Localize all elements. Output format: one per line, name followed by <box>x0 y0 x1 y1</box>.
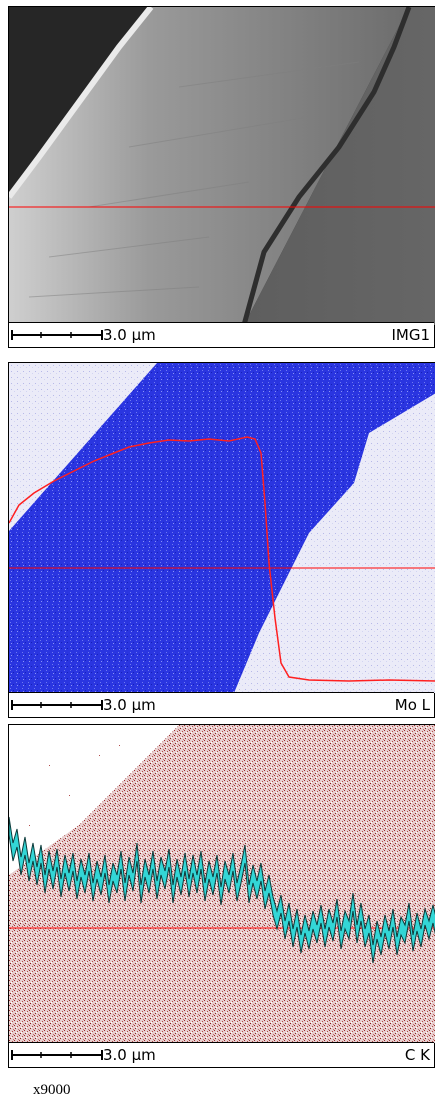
c-intensity-profile <box>9 816 435 964</box>
element-label: Mo L <box>394 696 430 714</box>
c-k-map-panel: 3.0 µm C K <box>8 724 435 1068</box>
caption-bar: 3.0 µm IMG1 <box>9 322 434 347</box>
scale-bar-icon <box>11 330 103 340</box>
mo-intensity-profile <box>9 436 435 682</box>
element-label: C K <box>404 1046 430 1064</box>
sem-image-panel: 3.0 µm IMG1 <box>8 6 435 348</box>
scale-label: 3.0 µm <box>103 696 156 714</box>
image-label: IMG1 <box>391 326 430 344</box>
scale-bar-icon <box>11 1050 103 1060</box>
c-k-element-map <box>9 725 435 1043</box>
magnification-label: x9000 <box>33 1082 71 1098</box>
sem-micrograph <box>9 7 435 325</box>
scale-label: 3.0 µm <box>103 1046 156 1064</box>
scale-bar-icon <box>11 700 103 710</box>
caption-bar: 3.0 µm Mo L <box>9 692 434 717</box>
mo-l-element-map <box>9 363 435 693</box>
mo-l-map-panel: 3.0 µm Mo L <box>8 362 435 718</box>
caption-bar: 3.0 µm C K <box>9 1042 434 1067</box>
scale-label: 3.0 µm <box>103 326 156 344</box>
